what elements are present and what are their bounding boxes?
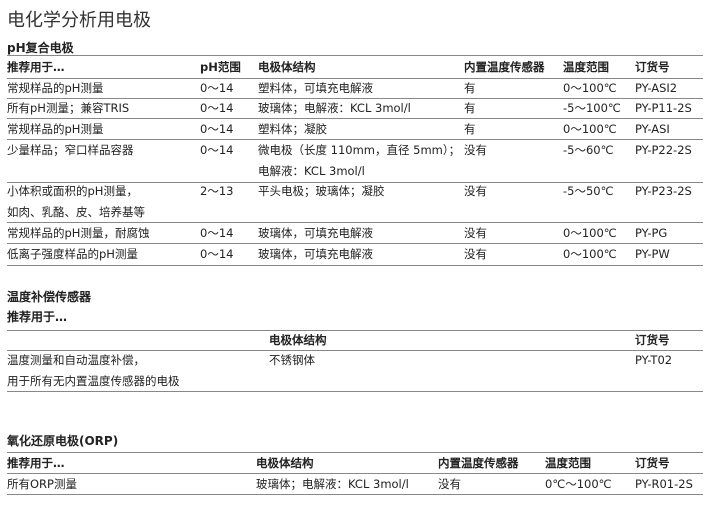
column-header: 订货号 bbox=[635, 333, 670, 347]
page-title: 电化学分析用电极 bbox=[7, 10, 151, 31]
body-cell: 不锈钢体 bbox=[269, 353, 315, 367]
order-number-cell: PY-PG bbox=[635, 226, 668, 240]
order-number-cell: PY-PW bbox=[635, 247, 670, 261]
sensor-cell: 没有 bbox=[464, 184, 487, 198]
divider bbox=[7, 391, 703, 392]
temp-range-cell: -5～100℃ bbox=[563, 101, 621, 115]
temp-range-cell: 0～100℃ bbox=[563, 122, 617, 136]
body-cell: 电解液：KCL 3mol/l bbox=[258, 164, 365, 178]
divider bbox=[7, 55, 703, 56]
sensor-cell: 没有 bbox=[464, 226, 487, 240]
body-cell: 玻璃体，可填充电解液 bbox=[258, 226, 373, 240]
divider bbox=[7, 139, 703, 140]
order-number-cell: PY-P11-2S bbox=[635, 101, 692, 115]
divider bbox=[7, 265, 703, 266]
ph-range-cell: 2～13 bbox=[200, 184, 234, 198]
temp-range-cell: -5～50℃ bbox=[563, 184, 614, 198]
body-cell: 玻璃体；电解液：KCL 3mol/l bbox=[256, 477, 409, 491]
temp-range-cell: -5～60℃ bbox=[563, 143, 614, 157]
use-cell: 常规样品的pH测量 bbox=[7, 122, 104, 136]
divider bbox=[7, 330, 703, 331]
divider bbox=[7, 182, 703, 183]
sensor-cell: 有 bbox=[464, 122, 476, 136]
body-cell: 微电极（长度 110mm，直径 5mm）； bbox=[258, 143, 461, 157]
use-cell: 小体积或面积的pH测量， bbox=[7, 184, 138, 198]
temp-section-subheading: 推荐用于… bbox=[7, 310, 68, 324]
column-header: 订货号 bbox=[635, 456, 670, 470]
body-cell: 塑料体，可填充电解液 bbox=[258, 81, 373, 95]
sensor-cell: 有 bbox=[464, 81, 476, 95]
sensor-cell: 没有 bbox=[464, 143, 487, 157]
divider bbox=[7, 118, 703, 119]
column-header: pH范围 bbox=[200, 60, 241, 74]
ph-range-cell: 0～14 bbox=[200, 143, 234, 157]
ph-section-heading: pH复合电极 bbox=[7, 41, 74, 55]
temp-range-cell: 0～100℃ bbox=[563, 81, 617, 95]
column-header: 推荐用于… bbox=[7, 456, 65, 470]
body-cell: 平头电极；玻璃体；凝胶 bbox=[258, 184, 385, 198]
order-number-cell: PY-ASI2 bbox=[635, 81, 678, 95]
column-header: 内置温度传感器 bbox=[464, 60, 545, 74]
temp-section-heading: 温度补偿传感器 bbox=[7, 290, 92, 304]
divider bbox=[7, 243, 703, 244]
use-cell: 常规样品的pH测量 bbox=[7, 81, 104, 95]
divider bbox=[7, 98, 703, 99]
column-header: 电极体结构 bbox=[269, 333, 327, 347]
ph-range-cell: 0～14 bbox=[200, 122, 234, 136]
divider bbox=[7, 350, 703, 351]
temp-range-cell: 0～100℃ bbox=[563, 247, 617, 261]
use-cell: 如肉、乳酪、皮、培养基等 bbox=[7, 205, 145, 219]
body-cell: 玻璃体；电解液：KCL 3mol/l bbox=[258, 101, 411, 115]
ph-range-cell: 0～14 bbox=[200, 81, 234, 95]
use-cell: 少量样品；窄口样品容器 bbox=[7, 143, 134, 157]
use-cell: 常规样品的pH测量，耐腐蚀 bbox=[7, 226, 150, 240]
divider bbox=[7, 452, 703, 453]
order-number-cell: PY-T02 bbox=[635, 353, 673, 367]
sensor-cell: 有 bbox=[464, 101, 476, 115]
use-cell: 所有ORP测量 bbox=[7, 477, 77, 491]
divider bbox=[7, 473, 703, 474]
column-header: 温度范围 bbox=[545, 456, 591, 470]
body-cell: 玻璃体，可填充电解液 bbox=[258, 247, 373, 261]
column-header: 推荐用于… bbox=[7, 60, 65, 74]
use-cell: 低离子强度样品的pH测量 bbox=[7, 247, 138, 261]
orp-section-heading: 氧化还原电极(ORP) bbox=[7, 434, 119, 448]
column-header: 订货号 bbox=[635, 60, 670, 74]
order-number-cell: PY-P23-2S bbox=[635, 184, 692, 198]
use-cell: 温度测量和自动温度补偿， bbox=[7, 353, 145, 367]
column-header: 内置温度传感器 bbox=[438, 456, 519, 470]
temp-range-cell: 0～100℃ bbox=[563, 226, 617, 240]
order-cell: PY-R01-2S bbox=[635, 477, 693, 491]
divider bbox=[7, 222, 703, 223]
ph-range-cell: 0～14 bbox=[200, 101, 234, 115]
column-header: 温度范围 bbox=[563, 60, 609, 74]
divider bbox=[7, 78, 703, 79]
divider bbox=[7, 494, 703, 495]
ph-range-cell: 0～14 bbox=[200, 247, 234, 261]
use-cell: 所有pH测量；兼容TRIS bbox=[7, 101, 130, 115]
column-header: 电极体结构 bbox=[256, 456, 314, 470]
column-header: 电极体结构 bbox=[258, 60, 316, 74]
body-cell: 塑料体；凝胶 bbox=[258, 122, 327, 136]
sensor-cell: 没有 bbox=[464, 247, 487, 261]
sensor-cell: 没有 bbox=[438, 477, 461, 491]
temp-cell: 0℃～100℃ bbox=[545, 477, 612, 491]
order-number-cell: PY-ASI bbox=[635, 122, 670, 136]
use-cell: 用于所有无内置温度传感器的电极 bbox=[7, 374, 180, 388]
order-number-cell: PY-P22-2S bbox=[635, 143, 692, 157]
ph-range-cell: 0～14 bbox=[200, 226, 234, 240]
